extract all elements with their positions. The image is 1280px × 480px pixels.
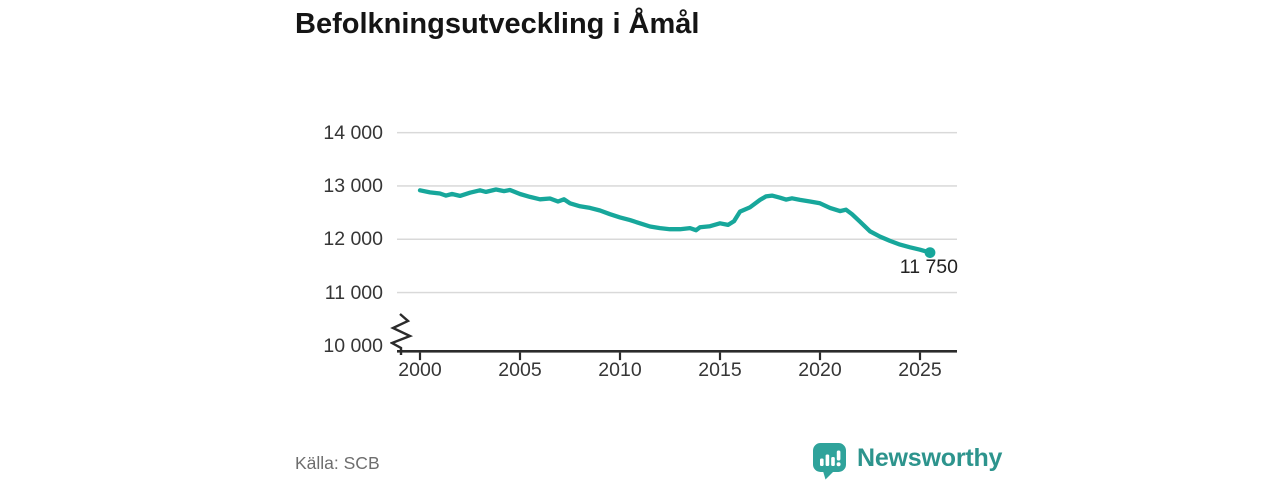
y-tick-label: 13 000 bbox=[323, 175, 383, 197]
x-axis-line bbox=[397, 350, 957, 353]
chart-title: Befolkningsutveckling i Åmål bbox=[295, 8, 700, 40]
y-axis-break-icon bbox=[390, 313, 414, 355]
x-tick bbox=[518, 352, 522, 361]
brand-wordmark: Newsworthy bbox=[857, 444, 1003, 472]
x-tick-label: 2005 bbox=[498, 359, 542, 381]
chart-canvas bbox=[390, 131, 957, 361]
population-line bbox=[417, 187, 933, 255]
gridline bbox=[397, 131, 957, 134]
x-tick bbox=[718, 352, 722, 361]
x-axis-ticks bbox=[418, 352, 922, 361]
x-tick-label: 2020 bbox=[798, 359, 842, 381]
newsworthy-logo: Newsworthy bbox=[812, 442, 1002, 480]
x-tick-label: 2010 bbox=[598, 359, 642, 381]
x-tick-label: 2025 bbox=[898, 359, 942, 381]
end-point-dot bbox=[924, 247, 936, 258]
y-tick-label: 10 000 bbox=[323, 335, 383, 357]
gridline bbox=[397, 185, 957, 187]
gridlines bbox=[397, 131, 957, 294]
x-tick-label: 2015 bbox=[698, 359, 742, 381]
y-tick-label: 11 000 bbox=[324, 282, 383, 304]
x-tick-label: 2000 bbox=[398, 359, 442, 381]
x-tick bbox=[918, 352, 922, 361]
gridline bbox=[397, 291, 957, 294]
x-tick bbox=[818, 352, 822, 361]
x-tick bbox=[618, 352, 622, 361]
y-tick-label: 14 000 bbox=[323, 122, 383, 144]
bar-chart-speech-bubble-icon bbox=[813, 443, 846, 480]
source-attribution: Källa: SCB bbox=[295, 453, 380, 473]
last-value-label: 11 750 bbox=[899, 256, 958, 278]
gridline bbox=[397, 238, 957, 240]
x-tick bbox=[418, 352, 422, 361]
y-tick-label: 12 000 bbox=[323, 228, 383, 250]
population-line-series bbox=[417, 187, 936, 258]
